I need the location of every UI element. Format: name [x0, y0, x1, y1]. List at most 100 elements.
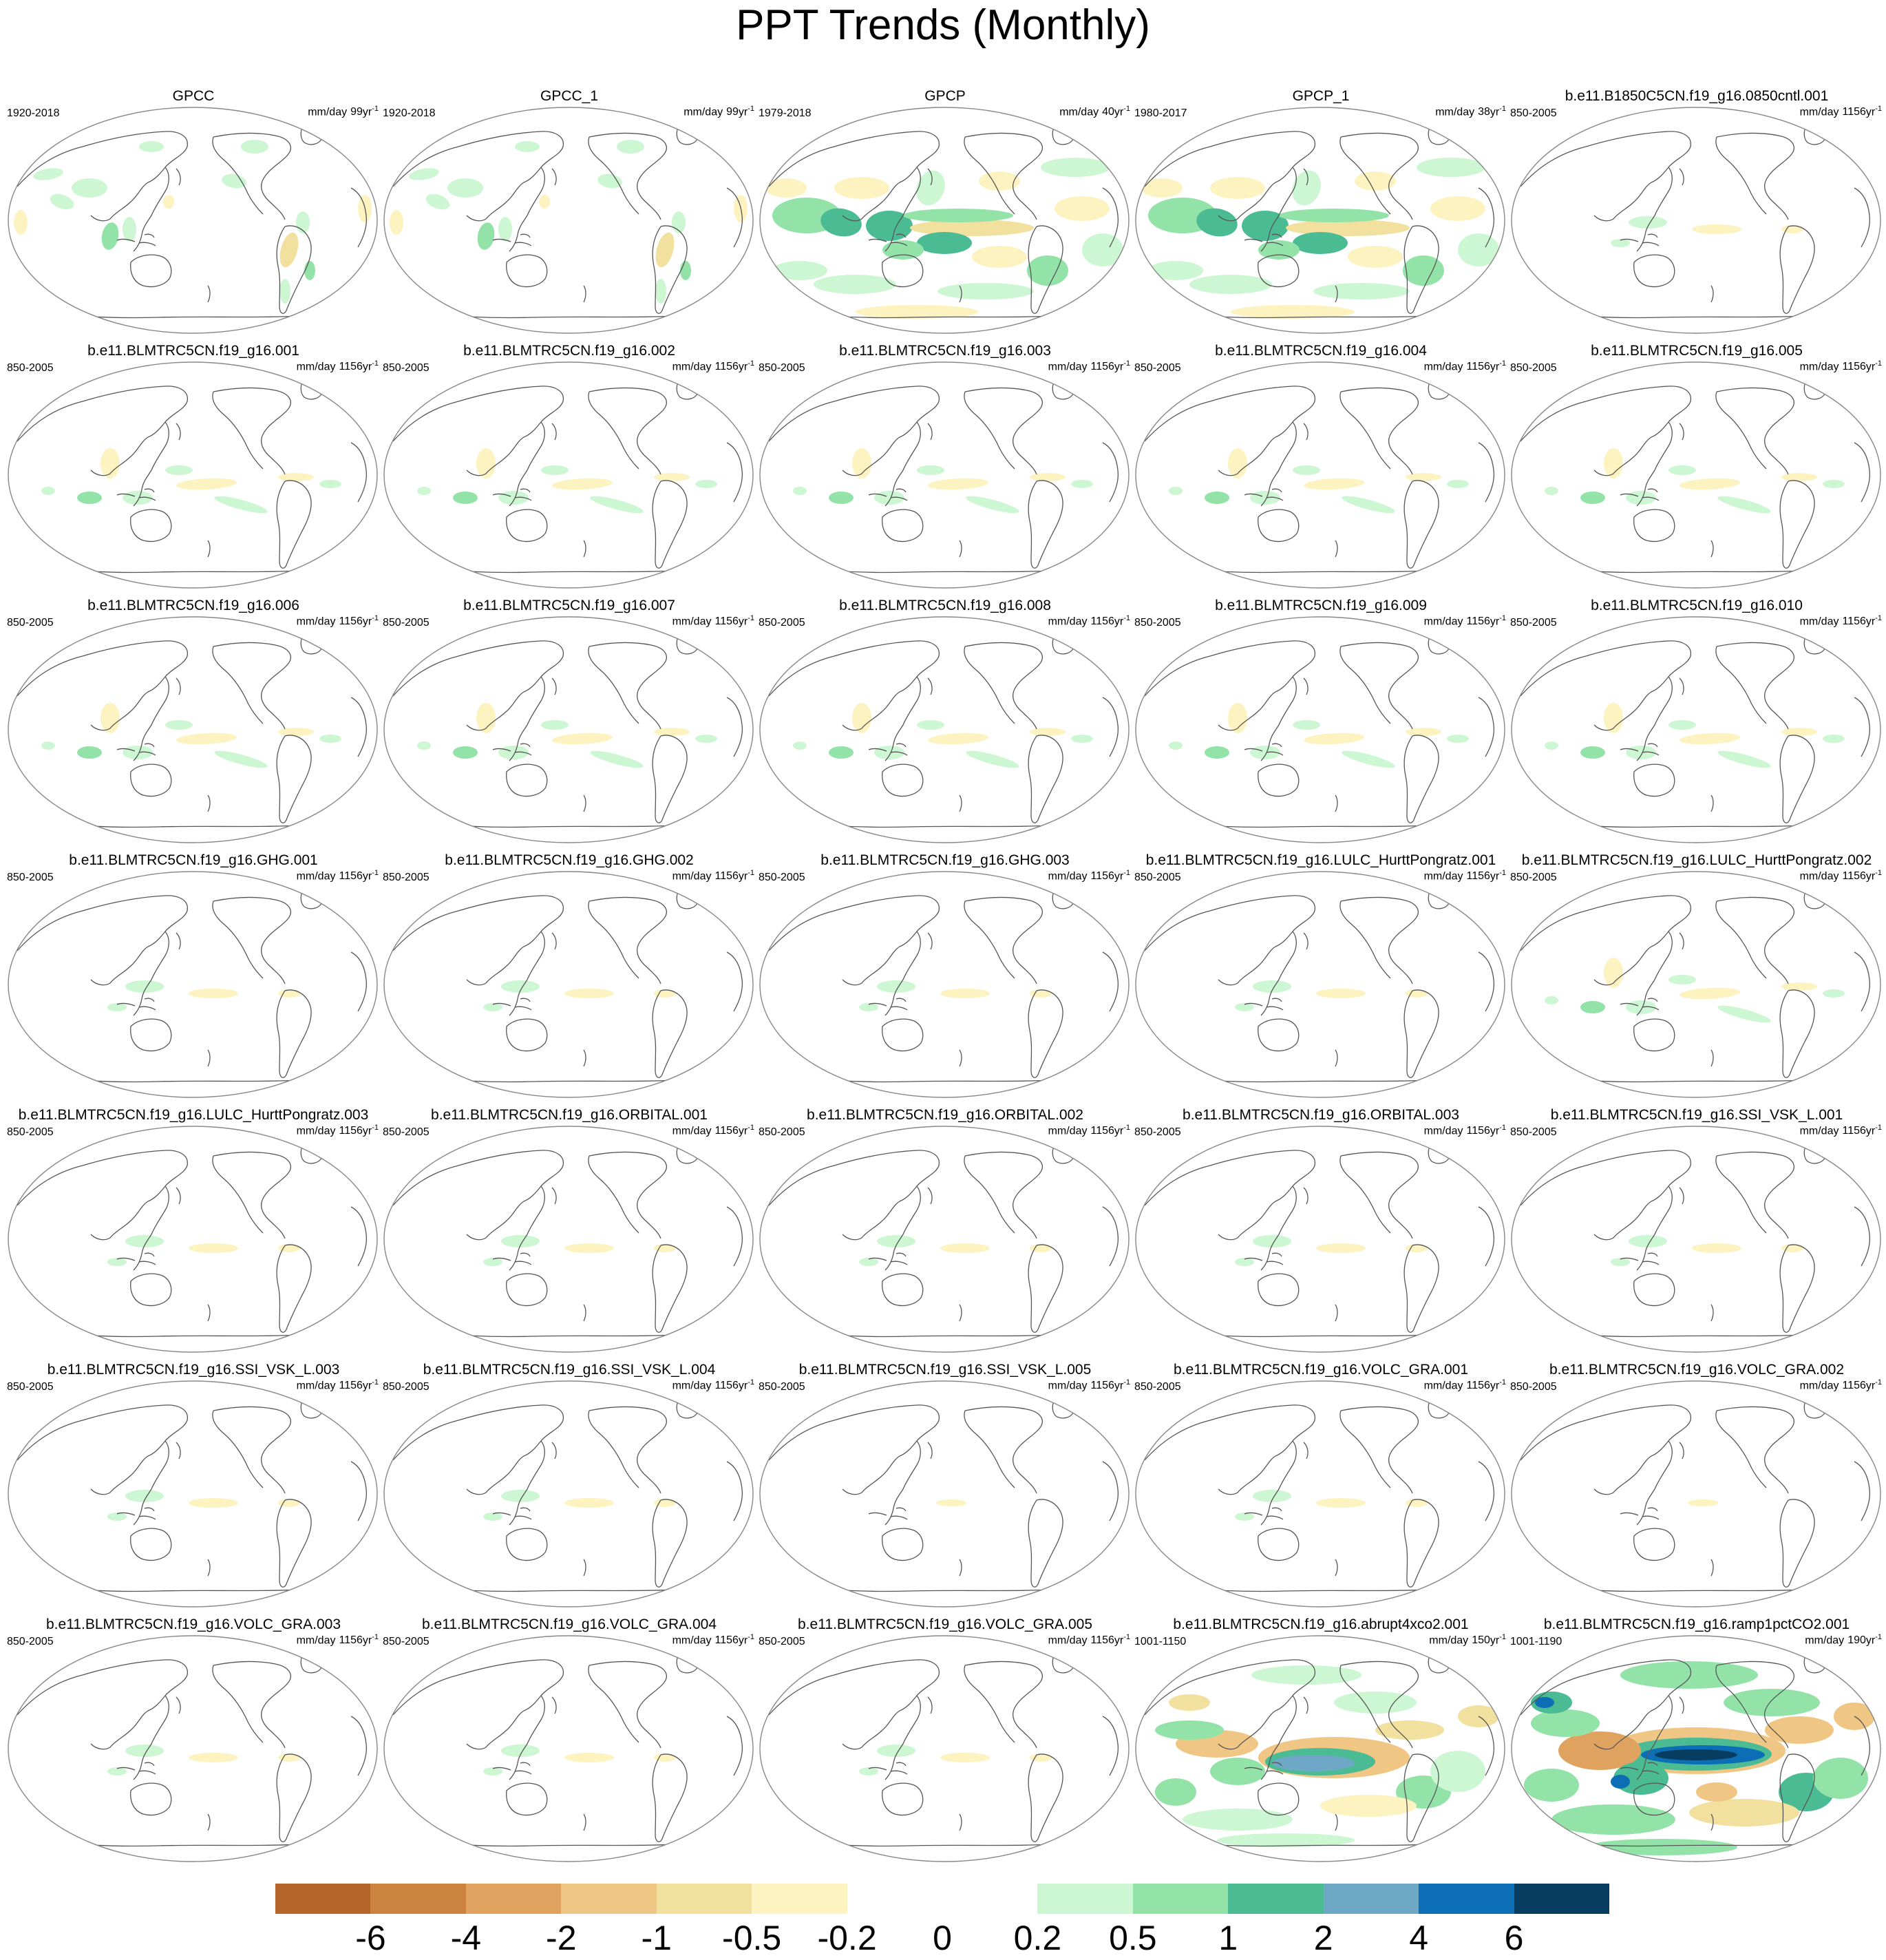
trend-contour — [125, 980, 164, 993]
map-background — [8, 107, 377, 333]
trend-contour — [654, 989, 676, 998]
trend-contour — [278, 1753, 300, 1762]
trend-contour — [1148, 261, 1203, 280]
coastline — [1144, 131, 1315, 222]
units-prefix: mm/day — [1423, 870, 1463, 883]
trend-contour — [125, 1490, 164, 1502]
units-suffix: yr — [738, 361, 748, 373]
coastline — [589, 1661, 667, 1749]
panel-units: mm/day 1156yr-1 — [1048, 1378, 1130, 1392]
units-suffix: yr — [1490, 1380, 1500, 1392]
panel-units: mm/day 1156yr-1 — [672, 1124, 754, 1137]
trend-contour — [590, 496, 644, 514]
coastline — [1144, 1150, 1315, 1241]
coastline — [1679, 1187, 1684, 1205]
trend-contour — [917, 720, 944, 730]
trend-contour — [814, 275, 896, 294]
trend-contour — [793, 741, 807, 750]
trend-contour — [1717, 750, 1771, 768]
panel-units: mm/day 1156yr-1 — [1424, 1378, 1506, 1392]
units-exponent: -1 — [1123, 359, 1130, 368]
coastline — [1144, 640, 1315, 731]
trend-contour — [1580, 1001, 1605, 1013]
panel-period: 850-2005 — [383, 617, 430, 629]
colorbar-box — [275, 1884, 371, 1914]
trend-field — [14, 140, 372, 304]
coastline — [884, 421, 921, 507]
trend-contour — [1406, 989, 1428, 998]
colorbar-box — [370, 1884, 467, 1914]
coastline — [213, 1661, 291, 1749]
panel-title: b.e11.BLMTRC5CN.f19_g16.SSI_VSK_L.004 — [423, 1362, 716, 1378]
panel-units: mm/day 150yr-1 — [1429, 1633, 1506, 1647]
panel-period: 850-2005 — [759, 872, 805, 883]
map-border — [383, 1126, 754, 1353]
trend-map — [8, 616, 378, 843]
coastline — [583, 1559, 586, 1577]
coastline — [506, 254, 548, 288]
coastline — [1520, 640, 1691, 731]
map-background — [384, 872, 753, 1097]
coastline — [726, 1716, 743, 1776]
trend-contour — [189, 1243, 238, 1253]
trend-contour — [695, 735, 717, 743]
coastline — [1679, 677, 1684, 695]
trend-contour — [1228, 448, 1247, 478]
units-suffix: yr — [1490, 106, 1500, 118]
trend-contour — [1228, 703, 1247, 733]
coastline — [868, 998, 908, 1011]
map-background — [760, 617, 1129, 843]
trend-contour — [1316, 1243, 1366, 1253]
coastline — [207, 1559, 211, 1577]
trend-contour — [940, 989, 990, 998]
coastline — [589, 642, 667, 730]
coastline — [506, 1018, 548, 1052]
coastline — [1339, 1410, 1391, 1488]
units-prefix: mm/day — [1799, 361, 1839, 373]
map-panel: GPCP_1 1980-2017 mm/day 38yr-1 — [1133, 81, 1509, 336]
units-exponent: -1 — [1875, 1378, 1882, 1387]
panel-period: 850-2005 — [759, 1636, 805, 1647]
units-suffix: yr — [1865, 870, 1876, 883]
trend-contour — [417, 741, 431, 750]
map-panel: b.e11.BLMTRC5CN.f19_g16.LULC_HurttPongra… — [1509, 845, 1885, 1100]
trend-field — [859, 1745, 1052, 1775]
colorbar-label: 1 — [1218, 1919, 1238, 1957]
trend-span: 1156 — [714, 1125, 739, 1137]
coastline — [884, 676, 921, 761]
coastline — [276, 1499, 312, 1588]
units-exponent: -1 — [1123, 1124, 1130, 1132]
units-prefix: mm/day — [672, 615, 712, 628]
units-exponent: -1 — [1875, 614, 1882, 622]
coastline — [1478, 442, 1495, 503]
coastline — [392, 1150, 564, 1241]
units-prefix: mm/day — [672, 361, 712, 373]
panel-title: b.e11.BLMTRC5CN.f19_g16.LULC_HurttPongra… — [1521, 852, 1872, 868]
trend-contour — [77, 492, 102, 504]
trend-contour — [1348, 246, 1403, 268]
coastline — [350, 1206, 368, 1267]
coastline — [882, 509, 924, 542]
coastline — [212, 646, 264, 724]
panel-units: mm/day 1156yr-1 — [672, 359, 754, 373]
trend-contour — [539, 195, 550, 209]
colorbar-label: -1 — [641, 1919, 672, 1957]
trend-span: 1156 — [1842, 106, 1866, 118]
trend-field — [1169, 703, 1469, 768]
coastline — [1520, 1150, 1691, 1241]
trend-contour — [874, 746, 904, 759]
trend-contour — [278, 728, 314, 736]
coastline — [1303, 932, 1308, 950]
colorbar-label: -4 — [450, 1919, 482, 1957]
trend-contour — [165, 720, 193, 730]
trend-contour — [916, 170, 945, 206]
trend-contour — [1030, 989, 1052, 998]
coastline — [1679, 168, 1684, 186]
coastline — [1636, 167, 1673, 252]
coastline — [1520, 386, 1691, 476]
coastline — [1633, 1528, 1675, 1561]
coastline — [1340, 1406, 1419, 1494]
trend-contour — [937, 283, 1034, 299]
trend-map — [8, 107, 378, 334]
coastline — [1340, 896, 1419, 984]
